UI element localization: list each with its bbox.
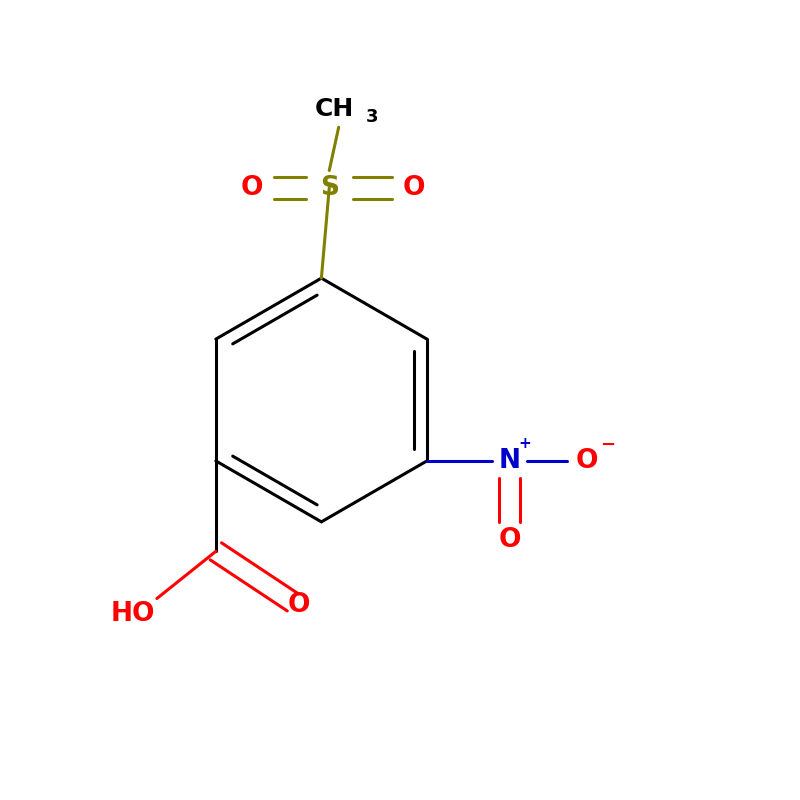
- Text: O: O: [403, 174, 426, 201]
- Text: O: O: [241, 174, 263, 201]
- Text: N: N: [498, 448, 521, 474]
- Text: O: O: [498, 526, 521, 553]
- Text: O: O: [575, 448, 598, 474]
- Text: 3: 3: [366, 108, 378, 126]
- Text: HO: HO: [111, 602, 155, 627]
- Text: S: S: [320, 174, 338, 201]
- Text: −: −: [600, 436, 615, 454]
- Text: O: O: [288, 592, 310, 618]
- Text: +: +: [519, 436, 531, 451]
- Text: CH: CH: [315, 97, 354, 121]
